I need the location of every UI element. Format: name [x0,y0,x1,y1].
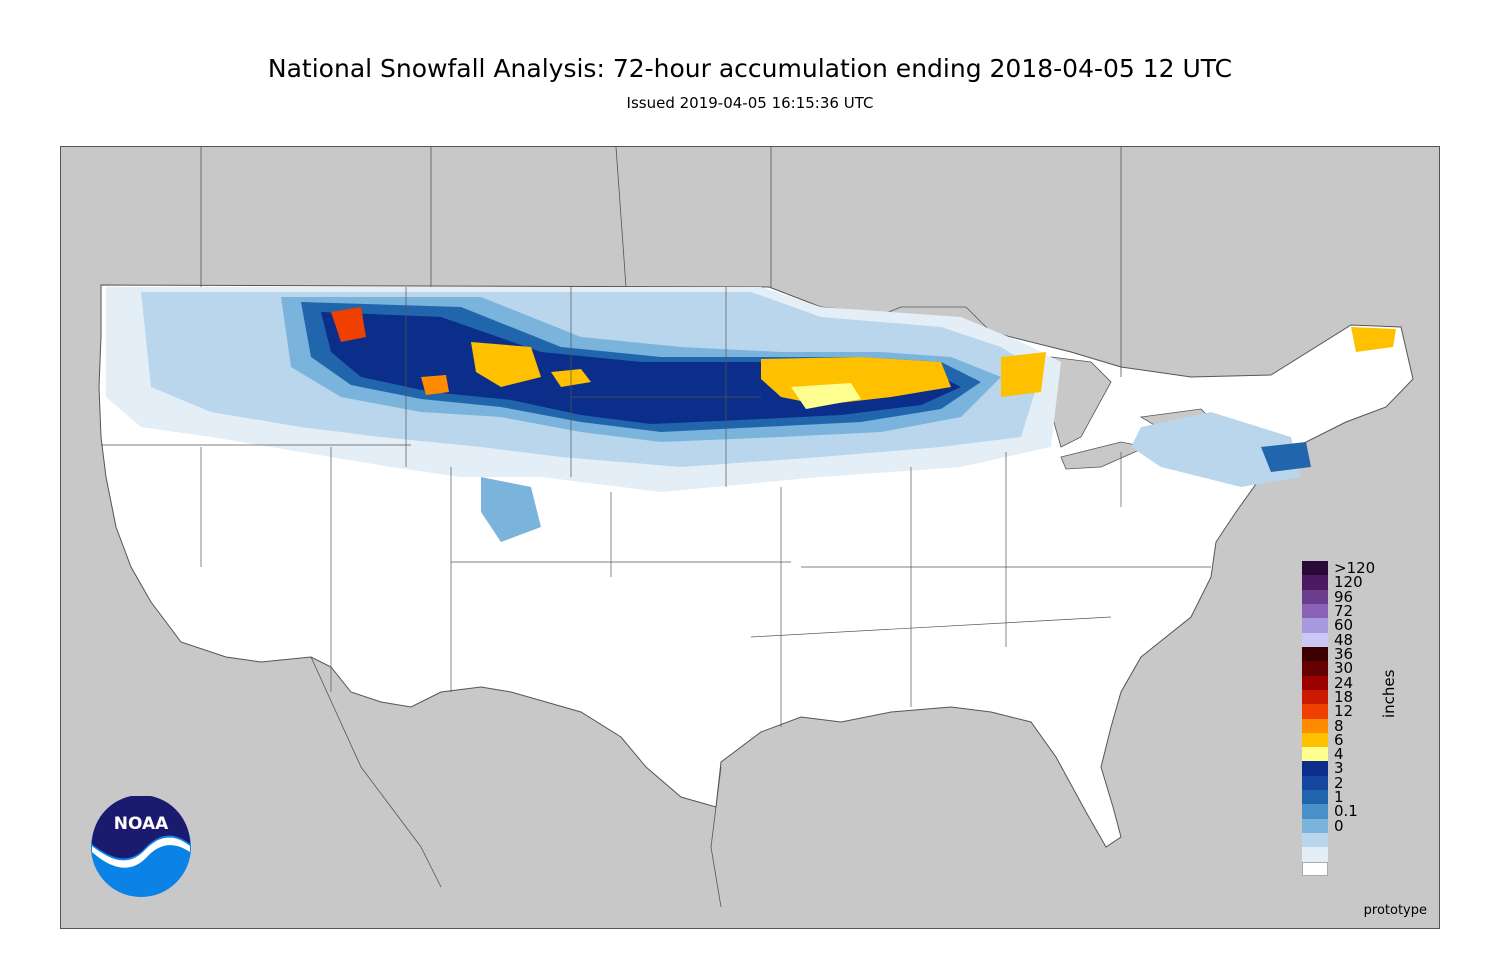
legend-swatch [1302,661,1328,677]
legend-swatch [1302,675,1328,691]
map-title: National Snowfall Analysis: 72-hour accu… [267,54,1233,83]
color-legend: >120 120 96 72 60 48 36 30 24 18 12 8 6 4 3 2 1 0.1 0 [1302,559,1422,877]
legend-label: 0.1 [1334,802,1358,821]
logo-top [92,795,190,859]
legend-label: 60 [1334,616,1354,635]
legend-swatch [1302,732,1328,748]
legend-label: 4 [1334,745,1344,764]
legend-label: 30 [1334,659,1354,678]
legend-swatch [1302,833,1328,848]
legend-swatch [1302,847,1328,863]
logo-gull [92,837,190,868]
legend-swatch [1302,775,1328,791]
snowfall-map: prototype [60,146,1440,929]
legend-label: 12 [1334,702,1354,721]
logo-text: NOAA [114,814,169,834]
legend-swatch [1302,804,1328,820]
legend-label: 120 [1334,573,1363,592]
legend-swatch [1302,561,1328,576]
map-subtitle: Issued 2019-04-05 16:15:36 UTC [626,94,874,112]
legend-swatch [1302,790,1328,805]
legend-swatch [1302,646,1328,662]
legend-label: 6 [1334,730,1344,749]
prototype-label: prototype [1363,903,1427,918]
legend-label: 3 [1334,759,1344,778]
legend-swatch [1302,603,1328,619]
legend-swatch [1302,618,1328,634]
noaa-logo-icon: NOAA [90,795,192,898]
legend-label: 0 [1334,816,1344,835]
legend-swatch [1302,718,1328,734]
legend-swatch [1302,632,1328,648]
legend-label: 48 [1334,630,1354,649]
legend-label: 72 [1334,601,1354,620]
legend-swatch [1302,589,1328,605]
lake-erie [1060,441,1148,470]
legend-label: 24 [1334,673,1354,692]
map-canvas [98,147,1414,908]
legend-swatch [1302,575,1328,591]
legend-swatch [1302,761,1328,777]
legend-swatch [1302,689,1328,705]
legend-units-label: inches [1380,669,1398,718]
legend-label: 8 [1334,716,1344,735]
legend-swatch [1302,818,1328,834]
legend-label: 2 [1334,773,1344,792]
legend-label: >120 [1334,559,1376,577]
legend-swatch [1302,861,1328,877]
legend-swatch [1302,747,1328,762]
legend-swatch [1302,704,1328,719]
state-boundaries [101,287,1211,727]
legend-label: 96 [1334,587,1354,606]
legend-label: 18 [1334,687,1354,706]
international-borders [200,147,1122,908]
legend-label: 36 [1334,644,1354,663]
snowfall-shading [106,287,1396,542]
legend-label: 1 [1334,788,1344,807]
